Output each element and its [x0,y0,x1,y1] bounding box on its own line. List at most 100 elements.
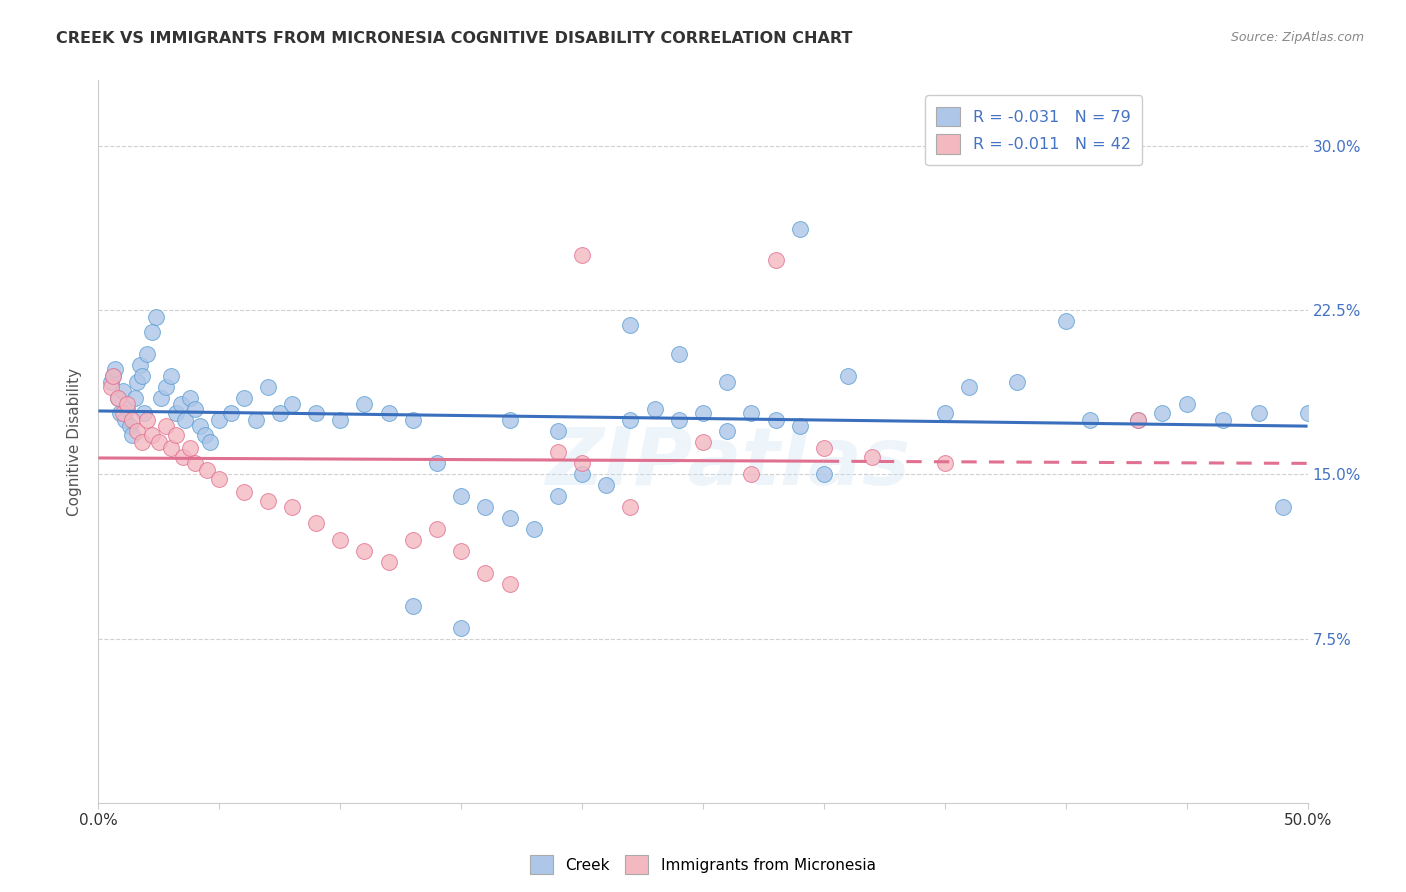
Point [128,358,150,372]
Point [305,406,328,420]
Point [281,500,304,515]
Point [1054,314,1077,328]
Point [402,599,425,613]
Point [135,412,157,426]
Point [1296,406,1319,420]
Point [1212,412,1234,426]
Point [165,406,187,420]
Legend: R = -0.031   N = 79, R = -0.011   N = 42: R = -0.031 N = 79, R = -0.011 N = 42 [925,95,1143,165]
Point [100,376,122,390]
Point [117,401,139,416]
Point [692,434,714,449]
Point [426,457,449,471]
Point [305,516,328,530]
Point [474,566,496,580]
Point [1152,406,1174,420]
Point [813,441,835,455]
Point [195,463,218,477]
Point [498,577,520,591]
Text: CREEK VS IMMIGRANTS FROM MICRONESIA COGNITIVE DISABILITY CORRELATION CHART: CREEK VS IMMIGRANTS FROM MICRONESIA COGN… [56,31,852,46]
Point [765,412,787,426]
Point [957,380,980,394]
Point [208,472,231,486]
Point [269,406,291,420]
Point [813,467,835,482]
Point [141,428,163,442]
Point [194,428,217,442]
Point [145,310,167,324]
Point [107,391,129,405]
Point [450,544,472,558]
Point [1272,500,1295,515]
Point [165,428,187,442]
Point [692,406,714,420]
Point [111,406,134,420]
Point [547,424,569,438]
Point [716,376,738,390]
Point [644,401,666,416]
Point [111,384,134,399]
Point [329,533,352,547]
Point [571,467,593,482]
Point [101,368,124,383]
Point [934,406,956,420]
Text: ZIPatlas: ZIPatlas [544,425,910,502]
Point [150,391,173,405]
Point [148,434,170,449]
Point [232,484,254,499]
Point [256,493,278,508]
Point [498,511,520,525]
Point [377,406,399,420]
Point [571,248,593,262]
Point [174,412,197,426]
Point [121,412,143,426]
Point [155,419,177,434]
Point [1249,406,1271,420]
Point [547,445,569,459]
Y-axis label: Cognitive Disability: Cognitive Disability [67,368,83,516]
Point [1128,412,1150,426]
Point [789,419,811,434]
Point [619,412,641,426]
Point [131,434,153,449]
Point [100,380,122,394]
Point [377,555,399,569]
Point [595,478,617,492]
Point [135,347,157,361]
Point [114,412,136,426]
Point [256,380,278,394]
Point [353,544,375,558]
Point [765,252,787,267]
Point [124,391,146,405]
Point [1007,376,1029,390]
Point [523,522,546,536]
Point [179,441,201,455]
Point [188,419,211,434]
Point [232,391,254,405]
Point [245,412,267,426]
Point [571,457,593,471]
Point [184,401,207,416]
Point [668,412,690,426]
Point [353,397,375,411]
Point [221,406,243,420]
Point [172,450,194,464]
Point [619,318,641,333]
Point [101,368,124,383]
Point [141,325,163,339]
Point [127,424,149,438]
Point [121,428,143,442]
Point [619,500,641,515]
Point [934,457,956,471]
Point [789,222,811,236]
Point [402,412,425,426]
Legend: Creek, Immigrants from Micronesia: Creek, Immigrants from Micronesia [524,849,882,880]
Point [547,489,569,503]
Point [198,434,221,449]
Point [169,397,191,411]
Point [155,380,177,394]
Point [107,391,129,405]
Point [450,489,472,503]
Point [716,424,738,438]
Point [329,412,352,426]
